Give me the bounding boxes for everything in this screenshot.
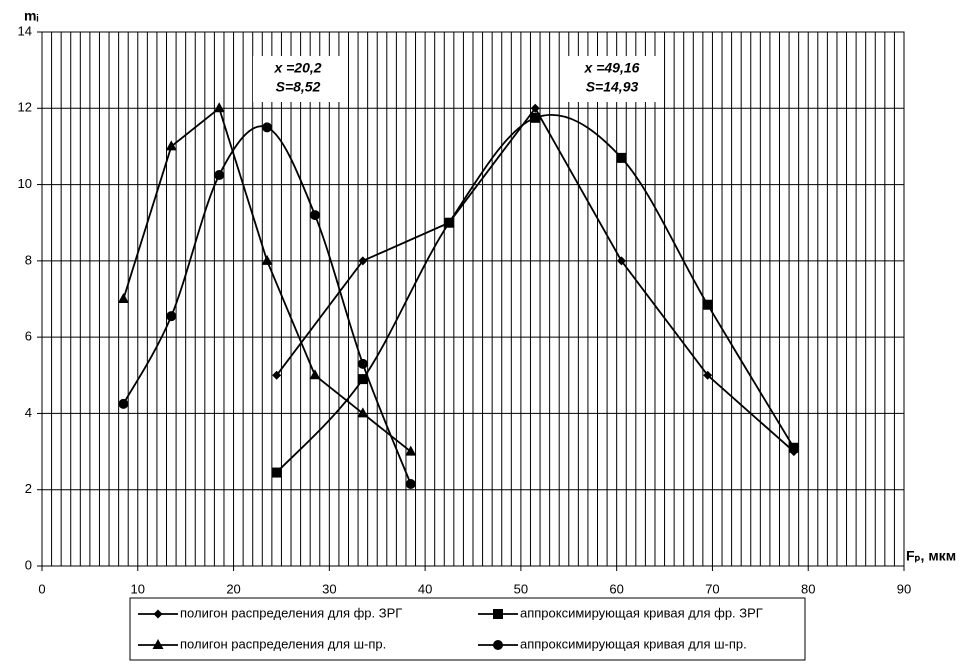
marker <box>309 210 320 221</box>
annotation: x =20,2 <box>273 60 321 76</box>
marker <box>262 122 273 133</box>
marker <box>444 217 455 228</box>
marker <box>616 152 627 163</box>
x-tick-label: 30 <box>322 581 336 596</box>
marker <box>358 256 368 266</box>
marker <box>530 112 541 123</box>
marker <box>616 256 626 266</box>
x-tick-label: 80 <box>801 581 815 596</box>
x-tick-label: 70 <box>705 581 719 596</box>
annotation: S=14,93 <box>586 79 639 95</box>
marker <box>357 374 368 385</box>
x-axis-label: Fₚ, мкм <box>906 548 956 564</box>
legend-marker <box>493 609 503 619</box>
x-tick-label: 50 <box>514 581 528 596</box>
x-tick-label: 60 <box>609 581 623 596</box>
legend-box <box>129 597 806 661</box>
legend-marker <box>493 640 503 650</box>
y-tick-label: 8 <box>25 252 32 267</box>
marker <box>165 140 177 151</box>
marker <box>214 170 225 181</box>
y-tick-label: 12 <box>18 100 32 115</box>
y-tick-label: 0 <box>25 557 32 572</box>
x-tick-label: 40 <box>418 581 432 596</box>
marker <box>405 445 417 456</box>
marker <box>272 370 282 380</box>
legend-label: полигон распределения для ш-пр. <box>180 636 386 651</box>
annotation-box <box>253 56 343 102</box>
marker <box>702 299 713 310</box>
marker <box>118 398 129 409</box>
marker <box>405 478 416 489</box>
series <box>117 102 417 456</box>
marker <box>213 102 225 113</box>
marker <box>166 311 177 322</box>
marker <box>271 467 282 478</box>
marker <box>117 293 129 303</box>
x-tick-label: 90 <box>897 581 911 596</box>
y-axis-label: mᵢ <box>24 8 38 24</box>
legend-label: полигон распределения для фр. ЗРГ <box>180 605 402 620</box>
y-tick-label: 2 <box>25 481 32 496</box>
legend-marker <box>153 609 163 619</box>
marker <box>357 358 368 369</box>
y-tick-label: 10 <box>18 176 32 191</box>
x-tick-label: 20 <box>226 581 240 596</box>
series <box>272 103 799 457</box>
annotation-box <box>567 56 657 102</box>
marker <box>261 254 273 265</box>
legend-label: аппроксимирующая кривая для фр. ЗРГ <box>520 605 763 620</box>
marker <box>703 370 713 380</box>
marker <box>309 369 321 380</box>
y-tick-label: 6 <box>25 329 32 344</box>
marker <box>788 442 799 453</box>
x-tick-label: 0 <box>38 581 45 596</box>
series <box>118 122 416 489</box>
y-tick-label: 14 <box>18 23 32 38</box>
marker <box>357 407 369 418</box>
series <box>271 112 799 478</box>
marker <box>530 103 540 113</box>
annotation: S=8,52 <box>276 79 321 95</box>
legend-label: аппроксимирующая кривая для ш-пр. <box>520 636 747 651</box>
y-tick-label: 4 <box>25 405 32 420</box>
x-tick-label: 10 <box>131 581 145 596</box>
legend-marker <box>152 639 164 649</box>
annotation: x =49,16 <box>584 60 640 76</box>
plot-frame <box>41 31 905 567</box>
